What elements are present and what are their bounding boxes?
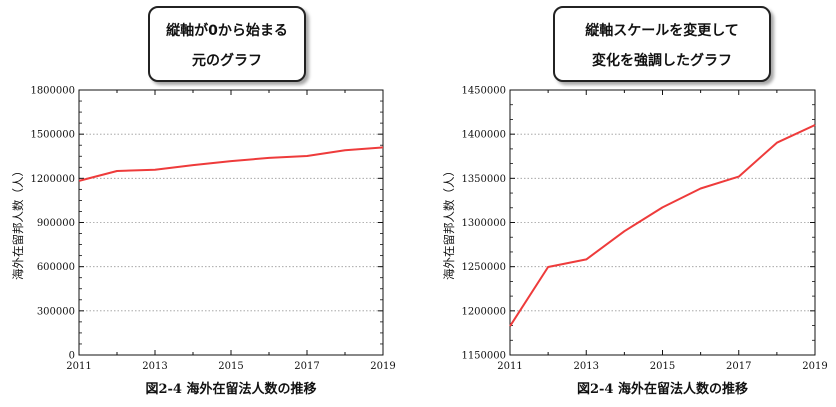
figure-caption: 図2-4 海外在留法人数の推移 (577, 381, 748, 397)
y-tick-label: 900000 (37, 218, 75, 229)
x-tick-label: 2013 (574, 361, 599, 372)
x-tick-label: 2011 (497, 361, 522, 372)
y-axis-label: 海外在留邦人数（人） (442, 165, 456, 280)
y-tick-label: 0 (69, 351, 75, 362)
plot-frame (509, 89, 816, 356)
x-tick-label: 2015 (650, 361, 675, 372)
y-tick-label: 1200000 (461, 306, 506, 317)
y-tick-label: 1400000 (461, 130, 506, 141)
plot-frame (78, 89, 384, 356)
x-tick-label: 2011 (66, 361, 91, 372)
y-tick-label: 1200000 (30, 174, 75, 185)
callout-left: 縦軸が0から始まる 元のグラフ (148, 6, 306, 82)
figure-caption: 図2-4 海外在留法人数の推移 (145, 381, 316, 397)
chart-left: 0 300000 600000 900000 1200000 1500000 1800000… (11, 86, 396, 398)
series-line (509, 124, 816, 327)
x-tick-label: 2019 (370, 361, 395, 372)
x-tick-label: 2017 (294, 361, 319, 372)
y-tick-label: 1800000 (30, 86, 75, 97)
y-tick-label: 1450000 (461, 86, 506, 97)
x-tick-label: 2019 (802, 361, 827, 372)
y-tick-label: 1250000 (461, 262, 506, 273)
callout-right: 縦軸スケールを変更して 変化を強調したグラフ (553, 6, 771, 82)
y-tick-label: 1500000 (30, 130, 75, 141)
callout-right-line-2: 変化を強調したグラフ (592, 53, 732, 69)
y-axis-label: 海外在留邦人数（人） (11, 165, 25, 280)
y-tick-label: 1350000 (461, 174, 506, 185)
y-tick-label: 1300000 (461, 218, 506, 229)
x-tick-label: 2017 (726, 361, 751, 372)
callout-left-line-2: 元のグラフ (192, 53, 262, 69)
callout-right-line-1: 縦軸スケールを変更して (585, 23, 739, 39)
y-tick-label: 1150000 (461, 351, 506, 362)
x-tick-label: 2013 (142, 361, 167, 372)
series-line (78, 146, 384, 182)
y-tick-label: 600000 (37, 262, 75, 273)
y-tick-label: 300000 (37, 306, 75, 317)
x-tick-label: 2015 (218, 361, 243, 372)
callout-left-line-1: 縦軸が0から始まる (166, 23, 288, 39)
chart-right: 1150000 1200000 1250000 1300000 1350000 14000… (442, 86, 828, 398)
